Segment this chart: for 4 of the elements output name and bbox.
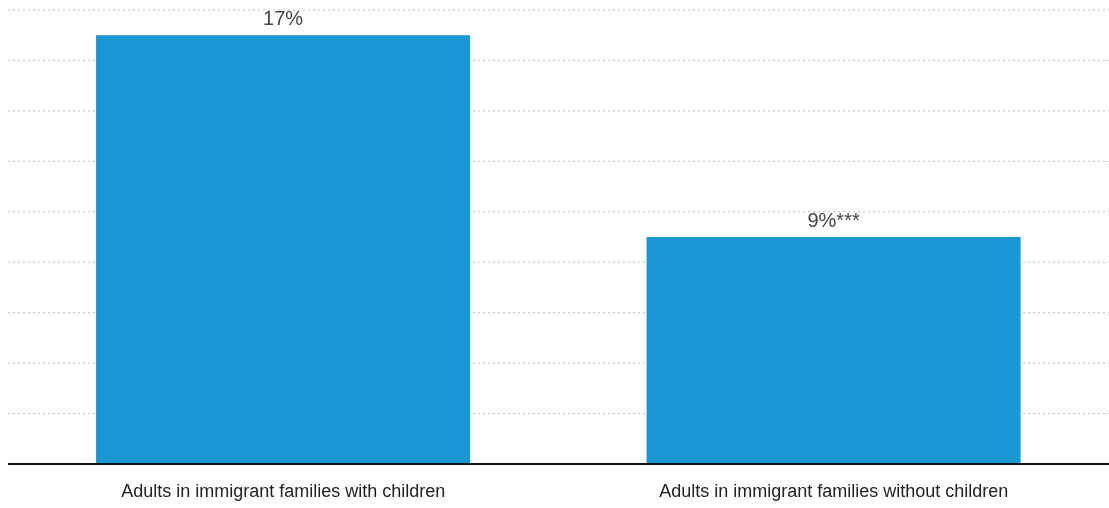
data-label: 9%*** bbox=[807, 209, 860, 231]
data-label: 17% bbox=[263, 7, 304, 30]
x-tick-label: Adults in immigrant families without children bbox=[659, 480, 1009, 501]
x-tick-label: Adults in immigrant families with children bbox=[121, 480, 446, 501]
